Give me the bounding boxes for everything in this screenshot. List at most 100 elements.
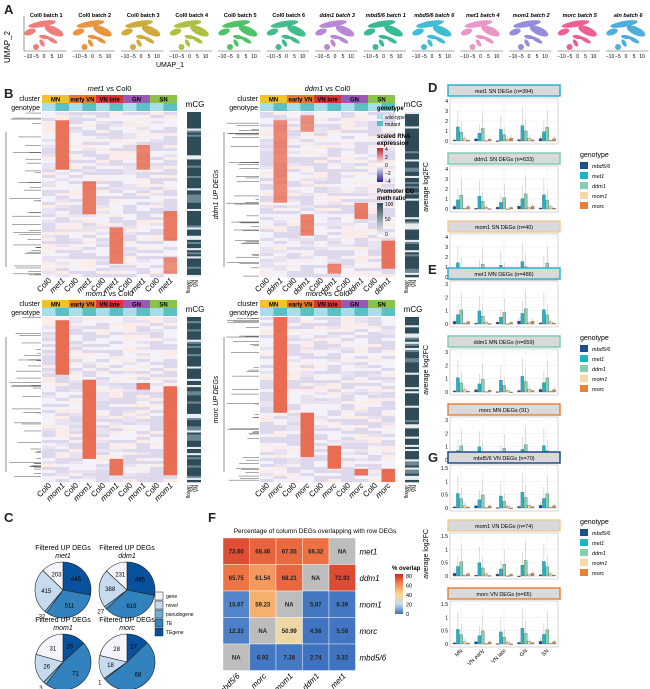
umap-cluster: [275, 44, 282, 50]
heatmap-cell: [287, 175, 301, 179]
heatmap-cell: [96, 371, 110, 375]
heatmap-cell: [381, 217, 396, 221]
heatmap-cell: [82, 124, 97, 128]
umap-xtick: 5: [633, 54, 636, 60]
box: [474, 323, 478, 325]
heatmap-cell: [96, 235, 110, 239]
heatmap-cell: [42, 413, 56, 417]
heatmap-cell: [368, 323, 382, 327]
heatmap-cell: [150, 341, 164, 345]
heatmap-cell: [327, 407, 342, 411]
heatmap-cell: [109, 163, 124, 167]
heatmap-cell: [368, 452, 382, 456]
heatmap-cell: [368, 172, 382, 176]
heatmap-cell: [300, 389, 315, 393]
heatmap-cell: [69, 235, 83, 239]
heatmap-cell: [55, 199, 70, 203]
mcg-cell: [187, 411, 201, 415]
genotype-cell-mutant: [136, 308, 150, 316]
pie-legend-label: gene: [166, 594, 177, 600]
umap-xtick: 5: [196, 54, 199, 60]
heatmap-cell: [354, 244, 369, 248]
heatmap-cell: [327, 229, 342, 233]
mcg-cell: [405, 413, 419, 417]
heatmap-cell: [260, 422, 274, 426]
heatmap-cell: [287, 392, 301, 396]
heatmap-cell: [368, 274, 382, 278]
mcg-cell: [405, 145, 419, 148]
umap-cluster: [432, 25, 452, 37]
overlap-value: NA: [338, 549, 347, 555]
heatmap-cell: [327, 323, 342, 327]
heatmap-cell: [300, 145, 315, 149]
mcg-cell: [187, 389, 201, 392]
mcg-cell: [405, 182, 419, 185]
box: [463, 208, 467, 210]
heatmap-cell: [136, 377, 151, 381]
heatmap-cell: [341, 320, 355, 324]
heatmap-cell: [82, 374, 97, 378]
heatmap-cell: [163, 148, 178, 152]
heatmap-cell: [55, 112, 70, 116]
heatmap-cell: [96, 226, 110, 230]
heatmap-cell: [341, 446, 355, 450]
mcg-axis-label: flower: [404, 280, 410, 294]
heatmap-high-block: [136, 145, 150, 170]
heatmap-cell: [300, 148, 315, 152]
genotype-legend-label: mom1: [592, 194, 607, 200]
heatmap-cell: [327, 241, 342, 245]
heatmap-cell: [109, 326, 124, 330]
heatmap-cell: [354, 353, 369, 357]
heatmap-cell: [42, 130, 56, 134]
heatmap-cell: [314, 404, 328, 408]
heatmap-cell: [150, 235, 164, 239]
mcg-cell: [187, 114, 201, 117]
mcg-cell: [187, 370, 201, 373]
heatmap-cell: [300, 326, 315, 330]
box: [495, 573, 500, 577]
heatmap-cell: [150, 268, 164, 272]
heatmap-cell: [287, 202, 301, 206]
heatmap-cell: [314, 136, 328, 140]
mcg-cell: [405, 329, 419, 332]
genotype-cell-wild: [150, 103, 164, 111]
genotype-cell-wild: [314, 103, 328, 111]
box: [538, 389, 543, 393]
heatmap-cell: [163, 208, 178, 212]
heatmap-cell: [69, 455, 83, 459]
pie-value-novel: 415: [41, 589, 52, 595]
y-tick: 3: [445, 109, 448, 115]
heatmap-cell: [341, 443, 355, 447]
heatmap-cell: [260, 401, 274, 405]
heatmap-cell: [136, 187, 151, 191]
heatmap-cell: [163, 253, 178, 257]
mcg-cell: [405, 258, 419, 261]
heatmap-cell: [287, 479, 301, 483]
meth-tick: 100: [385, 202, 394, 208]
mcg-cell: [187, 442, 201, 446]
mcg-cell: [405, 221, 419, 224]
heatmap-cell: [260, 425, 274, 429]
mcg-cell: [187, 157, 201, 160]
heatmap-cell: [341, 407, 355, 411]
heatmap-cell: [300, 202, 315, 206]
heatmap-cell: [341, 437, 355, 441]
heatmap-cell: [354, 115, 369, 119]
heatmap-cell: [381, 193, 396, 197]
heatmap-cell: [287, 190, 301, 194]
heatmap-cell: [327, 256, 342, 260]
mcg-cell: [187, 118, 201, 121]
heatmap-cell: [123, 142, 137, 146]
heatmap-cell: [314, 157, 328, 161]
cluster-name: VN late: [99, 303, 120, 309]
heatmap-cell: [96, 377, 110, 381]
heatmap-cell: [381, 235, 396, 239]
heatmap-cell: [123, 395, 137, 399]
heatmap-cell: [136, 238, 151, 242]
heatmap-cell: [123, 356, 137, 360]
heatmap-cell: [260, 431, 274, 435]
heatmap-cell: [300, 181, 315, 185]
heatmap-cell: [287, 238, 301, 242]
genotype-cell-mutant: [354, 103, 368, 111]
heatmap-cell: [123, 157, 137, 161]
